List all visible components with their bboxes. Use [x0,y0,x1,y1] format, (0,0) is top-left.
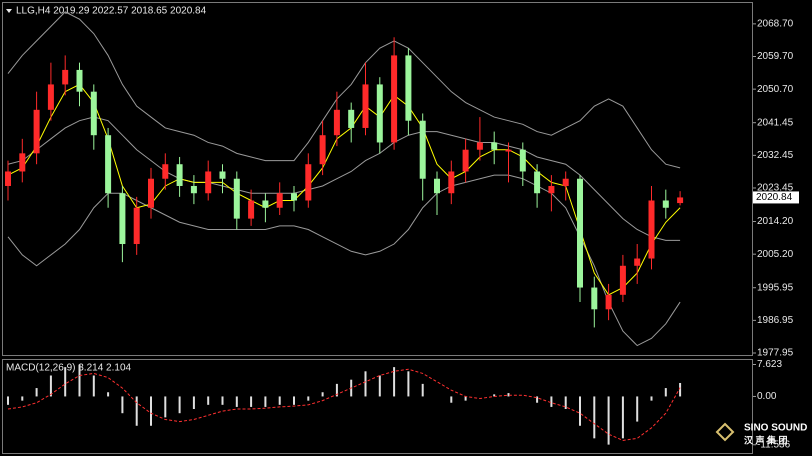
candle-body [248,200,255,219]
candle-body [90,91,97,136]
candle-body [391,55,398,143]
candle-body [119,193,126,245]
y-tick-label: 2068.70 [757,19,794,30]
candle-body [677,197,684,204]
candle-body [262,200,269,208]
y-tick-label: 0.00 [757,391,777,402]
candle-body [534,171,541,194]
candle-body [505,149,512,152]
candle-body [319,135,326,165]
candle-body [634,258,641,266]
y-tick-label: 2023.45 [757,183,794,194]
last-price-label: 2020.84 [756,192,793,203]
logo-subtitle: 汉 声 集 团 [744,434,788,445]
candle-body [405,55,412,121]
macd-panel-border [2,359,753,454]
y-tick-label: -11.536 [757,439,791,450]
candle-body [76,69,83,92]
candle-body [333,109,340,136]
candle-body [591,287,598,310]
y-tick-label: 2005.20 [757,249,794,260]
candle-body [448,171,455,194]
candle-body [362,84,369,128]
last-price-box [753,191,799,204]
main-panel-border [2,2,753,356]
candle-body [648,200,655,259]
candle-body [562,178,569,186]
candle-body [33,109,40,154]
candle-body [462,149,469,172]
moving-average-line [7,83,681,296]
candle-body [105,135,112,194]
candle-body [348,109,355,128]
candle-body [662,200,669,208]
candle-body [419,120,426,179]
candle-body [62,69,69,85]
candle-body [133,207,140,245]
candle-body [434,178,440,194]
candle-body [233,178,240,219]
candle-body [162,164,169,179]
logo: SINO SOUND 汉 声 集 团 [715,422,807,445]
candle-body [190,185,197,194]
y-tick-label: 1986.95 [757,315,794,326]
y-tick-label: 7.623 [757,359,782,370]
candle-body [577,178,583,288]
candle-body [476,142,483,150]
candle-body [19,153,26,172]
y-tick-label: 1977.95 [757,348,794,359]
y-tick-label: 2032.45 [757,150,794,161]
y-tick-label: 2041.45 [757,117,794,128]
candle-body [219,171,226,179]
candle-body [305,164,312,201]
candle-body [148,178,154,208]
candle-body [276,193,283,208]
menu-triangle [6,9,12,13]
macd-title: MACD(12,26,9) 3.214 2.104 [6,363,132,374]
chart-title: LLG,H4 2019.29 2022.57 2018.65 2020.84 [16,6,207,17]
logo-name: SINO SOUND [744,423,807,434]
candle-body [519,149,526,172]
y-tick-label: 2059.70 [757,51,794,62]
candle-body [619,265,626,295]
candle-body [291,193,297,201]
candle-body [47,84,54,110]
macd-signal-line [7,368,681,441]
candle-body [376,84,383,143]
candle-body [205,171,212,194]
logo-icon [715,422,735,442]
candle-body [605,294,612,310]
candle-body [548,185,555,194]
y-tick-label: 2050.70 [757,84,794,95]
candle-body [491,142,498,150]
candle-body [5,171,11,186]
bollinger-band-line [7,11,681,169]
bollinger-band-line [7,116,681,241]
y-tick-label: 1995.95 [757,282,794,293]
y-tick-label: 2014.20 [757,216,794,227]
bollinger-band-line [7,174,681,347]
candle-body [176,164,183,186]
